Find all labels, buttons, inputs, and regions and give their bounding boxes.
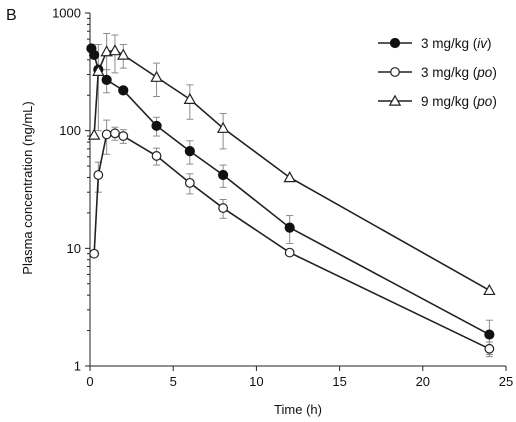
data-point: [216, 121, 230, 133]
x-tick-label: 0: [86, 374, 93, 389]
y-tick-label: 1000: [52, 6, 81, 21]
legend: 3 mg/kg (iv) 3 mg/kg (po) 9 mg/kg (po): [378, 36, 497, 109]
series-line-2: [93, 132, 490, 350]
data-point: [184, 146, 195, 157]
data-point: [110, 128, 120, 139]
axes: 0 5 10 15 20 25 1 10 100 1000: [52, 6, 513, 390]
data-point: [101, 129, 112, 140]
series-line-3: [93, 49, 490, 291]
error-bars: [94, 32, 493, 358]
data-point: [151, 151, 162, 161]
legend-marker: [389, 37, 401, 49]
x-tick-label: 15: [332, 374, 346, 389]
data-point: [183, 92, 197, 104]
data-point: [118, 131, 129, 141]
legend-label: 9 mg/kg (po): [421, 94, 497, 109]
x-tick-label: 25: [499, 374, 513, 389]
y-tick-label: 10: [67, 241, 81, 256]
legend-marker: [390, 67, 400, 77]
legend-label: 3 mg/kg (iv): [421, 36, 492, 51]
legend-label: 3 mg/kg (po): [421, 65, 497, 80]
data-point: [218, 169, 229, 181]
data-point: [484, 343, 495, 354]
x-tick-label: 10: [249, 374, 263, 389]
series-lines: [90, 48, 490, 350]
series-line-1: [90, 48, 490, 336]
y-axis-label: Plasma concentration (ng/mL): [20, 101, 35, 274]
data-point: [118, 85, 129, 96]
data-point: [284, 222, 295, 233]
data-point: [92, 64, 105, 76]
legend-marker: [388, 94, 402, 106]
data-point: [150, 70, 163, 82]
panel-label: B: [6, 7, 17, 24]
data-point: [100, 45, 113, 57]
y-tick-label: 1: [74, 359, 81, 374]
y-tick-label: 100: [59, 123, 81, 138]
data-point: [218, 203, 229, 213]
data-point: [283, 171, 296, 183]
x-tick-label: 20: [416, 374, 430, 389]
data-point: [484, 329, 495, 340]
data-point: [151, 120, 162, 131]
series-markers: [86, 43, 496, 354]
x-tick-label: 5: [170, 374, 177, 389]
data-point: [87, 128, 101, 140]
data-point: [184, 177, 195, 188]
data-point: [108, 44, 122, 56]
data-point: [93, 170, 104, 180]
data-point: [483, 283, 496, 296]
data-point: [89, 248, 100, 259]
data-point: [284, 247, 295, 258]
data-point: [101, 74, 112, 86]
data-point: [89, 49, 100, 61]
data-point: [117, 48, 130, 60]
x-axis-label: Time (h): [274, 402, 322, 417]
